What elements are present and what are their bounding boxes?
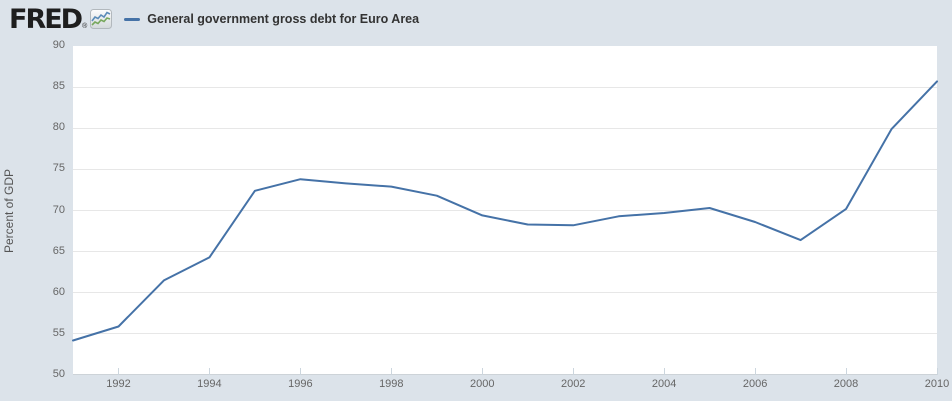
legend-line-sample <box>124 17 141 21</box>
x-tick-mark <box>118 368 120 375</box>
series-line[interactable] <box>72 80 938 342</box>
x-tick-mark <box>755 368 757 375</box>
x-tick-label: 2000 <box>470 378 495 390</box>
x-tick-label: 2002 <box>560 378 586 390</box>
x-tick-mark <box>209 368 211 375</box>
registered-trademark: ® <box>82 22 88 30</box>
x-tick-mark <box>391 368 393 375</box>
gridline <box>73 127 937 129</box>
x-tick-label: 2006 <box>742 378 768 390</box>
gridline <box>73 210 937 211</box>
x-tick-mark <box>573 368 575 375</box>
y-tick-label: 60 <box>52 285 65 298</box>
x-tick-label: 2010 <box>924 378 950 390</box>
x-tick-label: 1998 <box>379 378 404 390</box>
y-tick-label: 75 <box>52 162 65 175</box>
x-tick-label: 2004 <box>651 378 677 390</box>
x-tick-mark <box>482 368 484 375</box>
x-tick-mark <box>846 368 848 375</box>
y-tick-label: 65 <box>52 244 65 257</box>
gridline <box>73 292 937 294</box>
fred-logo-text: FRED <box>9 3 83 35</box>
gridline <box>73 251 937 253</box>
x-tick-label: 1994 <box>197 378 222 390</box>
fred-sparkline-icon <box>90 9 113 29</box>
y-axis-title: Percent of GDP <box>2 168 16 254</box>
plot-area[interactable] <box>72 46 938 375</box>
y-tick-label: 90 <box>52 39 65 51</box>
x-tick-label: 1996 <box>288 378 313 390</box>
x-tick-label: 2008 <box>833 378 859 390</box>
x-tick-mark <box>664 368 666 375</box>
gridline <box>73 86 937 88</box>
y-tick-label: 85 <box>52 80 65 93</box>
y-tick-label: 70 <box>52 203 65 216</box>
fred-logo[interactable]: FRED ® <box>9 3 113 35</box>
y-tick-label: 80 <box>52 121 65 134</box>
chart-legend: General government gross debt for Euro A… <box>124 12 419 26</box>
gridline <box>73 168 937 170</box>
chart-header: FRED ® General government gross debt for… <box>0 0 952 38</box>
gridline <box>73 333 937 335</box>
x-tick-mark <box>300 368 302 375</box>
x-tick-mark <box>937 368 938 375</box>
y-tick-label: 50 <box>52 368 65 380</box>
legend-label: General government gross debt for Euro A… <box>147 12 420 26</box>
y-tick-label: 55 <box>52 326 65 339</box>
x-tick-label: 1992 <box>106 378 131 390</box>
x-axis-line <box>73 374 937 375</box>
